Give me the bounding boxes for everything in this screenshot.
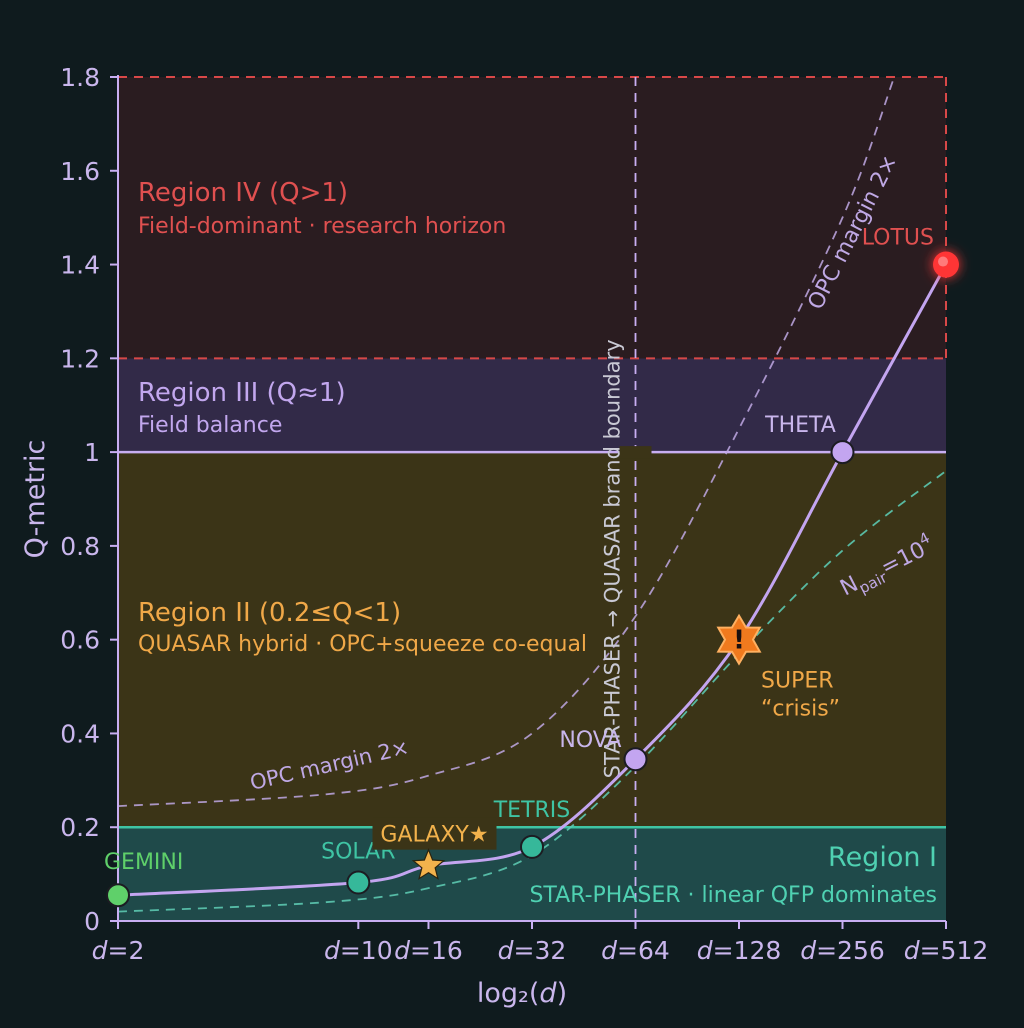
- point-label-gemini: GEMINI: [104, 850, 183, 875]
- point-sublabel-super: “crisis”: [761, 697, 840, 722]
- region-subtitle-1: STAR-PHASER · linear QFP dominates: [529, 883, 937, 908]
- point-gemini: [106, 883, 130, 908]
- region-title-3: Region III (Q≈1): [138, 378, 346, 408]
- point-label-super: SUPER: [761, 669, 834, 694]
- region-subtitle-4: Field-dominant · research horizon: [138, 214, 506, 239]
- x-tick-label: d=256: [800, 936, 885, 965]
- point-theta: [830, 440, 855, 465]
- region-subtitle-3: Field balance: [138, 413, 282, 438]
- x-tick-label: d=16: [394, 936, 463, 965]
- y-axis-title: Q-metric: [20, 440, 51, 559]
- point-label-nova: NOVA: [559, 728, 621, 753]
- brand-boundary-label: STAR-PHASER → QUASAR brand boundary: [601, 339, 625, 778]
- y-tick-label: 0.6: [60, 626, 100, 655]
- region-band-4: [118, 77, 946, 359]
- point-highlight: [938, 256, 948, 267]
- x-tick-label: d=32: [498, 936, 567, 965]
- y-tick-label: 1: [84, 438, 100, 467]
- y-tick-label: 0.4: [60, 719, 100, 748]
- y-tick-label: 1.2: [60, 344, 100, 373]
- y-tick-label: 1.8: [60, 63, 100, 92]
- point-solar: [346, 870, 371, 895]
- x-tick-label: d=10: [324, 936, 393, 965]
- x-tick-label: d=128: [697, 936, 782, 965]
- point-galaxy: [411, 848, 446, 880]
- point-label-lotus: LOTUS: [862, 226, 934, 251]
- x-tick-label: d=2: [92, 936, 145, 965]
- point-label-galaxy: GALAXY★: [380, 823, 488, 848]
- x-tick-label: d=512: [904, 936, 989, 965]
- point-nova: [623, 747, 648, 772]
- y-tick-label: 0.2: [60, 813, 100, 842]
- point-tetris: [520, 834, 544, 859]
- x-tick-label: d=64: [601, 936, 670, 965]
- region-title-1: Region I: [828, 842, 937, 873]
- boundary-knockout: [619, 446, 652, 459]
- y-tick-label: 1.6: [60, 157, 100, 186]
- galaxy-label-bg: [372, 817, 497, 850]
- warning-icon: !: [733, 626, 745, 656]
- y-tick-label: 0.8: [60, 532, 100, 561]
- point-label-theta: THETA: [764, 413, 836, 438]
- point-super: [716, 613, 762, 666]
- point-label-tetris: TETRIS: [493, 798, 571, 823]
- region-subtitle-2: QUASAR hybrid · OPC+squeeze co-equal: [138, 632, 587, 657]
- region-title-2: Region II (0.2≤Q<1): [138, 598, 401, 628]
- x-axis-title: log₂(d): [477, 978, 567, 1009]
- region-title-4: Region IV (Q>1): [138, 178, 348, 208]
- region-band-3: [118, 358, 946, 453]
- y-tick-label: 1.4: [60, 251, 100, 280]
- y-tick-label: 0: [84, 907, 100, 936]
- npair-curve: [117, 470, 947, 913]
